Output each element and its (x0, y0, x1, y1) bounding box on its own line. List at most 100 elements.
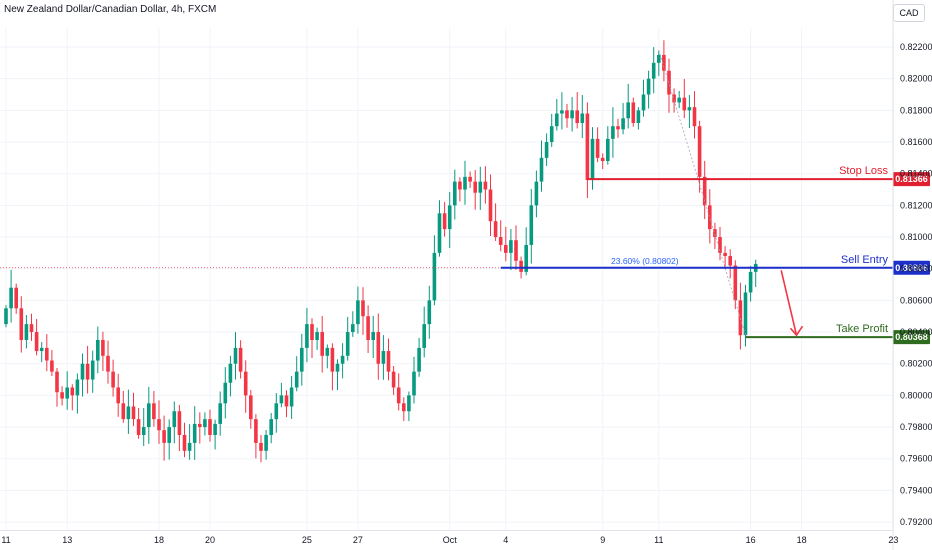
candle-body (136, 419, 141, 435)
y-tick-label: 0.79600 (900, 454, 932, 464)
candle-body (19, 308, 24, 340)
candle-body (442, 213, 447, 230)
x-tick-label: 9 (600, 535, 605, 545)
candle-body (34, 332, 39, 352)
candle-body (544, 142, 549, 158)
candle-body (453, 181, 457, 206)
x-tick-label: 4 (503, 535, 508, 545)
y-tick-label: 0.80600 (900, 295, 932, 305)
candle-body (723, 252, 727, 257)
candle-body (213, 423, 217, 435)
candles (4, 40, 758, 463)
candle-body (131, 406, 136, 420)
y-tick-label: 0.81800 (900, 105, 932, 115)
candle-body (616, 126, 620, 130)
candle-body (381, 351, 386, 364)
candle-body (45, 347, 49, 361)
candle-body (473, 181, 477, 193)
candle-body (238, 347, 243, 372)
sell-entry-tag (893, 260, 930, 275)
x-tick-label: 27 (353, 535, 363, 545)
candle-body (198, 423, 202, 428)
candle-body (677, 97, 681, 103)
candle-body (228, 363, 233, 383)
x-tick-label: 18 (154, 535, 164, 545)
candle-body (208, 419, 212, 435)
candle-body (9, 287, 13, 309)
candle-body (192, 423, 197, 443)
candle-body (264, 434, 268, 451)
candle-body (356, 300, 360, 325)
x-tick-label: 25 (302, 535, 312, 545)
candle-body (600, 157, 605, 162)
y-tick-label: 0.82200 (900, 42, 932, 52)
candle-body (447, 205, 452, 230)
candle-body (733, 265, 738, 301)
candle-body (371, 332, 375, 340)
x-tick-label: 11 (654, 535, 663, 545)
candle-body (80, 363, 85, 380)
candle-body (351, 324, 355, 333)
price-axis[interactable]: 0.82200 0.82000 0.81800 0.81600 0.81400 0.812… (892, 0, 932, 550)
candle-body (463, 176, 467, 190)
candle-body (611, 126, 615, 139)
candle-body (621, 118, 625, 130)
x-tick-label: 18 (797, 535, 807, 545)
candle-body (738, 300, 743, 336)
candle-body (101, 339, 105, 356)
candle-body (203, 419, 207, 428)
y-tick-label: 0.81200 (900, 200, 932, 210)
candle-body (396, 387, 401, 404)
candle-body (65, 387, 69, 399)
y-tick-label: 0.81400 (900, 169, 932, 179)
candle-body (157, 419, 161, 431)
candle-body (437, 213, 442, 253)
candle-body (147, 403, 151, 428)
candle-body (274, 403, 279, 420)
sell-entry-tag-text: 0.80806 (895, 263, 928, 273)
candle-body (340, 355, 345, 364)
candle-body (233, 347, 238, 364)
candle-body (386, 351, 391, 372)
candle-body (493, 221, 498, 238)
candle-body (667, 70, 671, 95)
candle-body (458, 181, 462, 190)
stop-loss-tag (893, 172, 930, 187)
candle-body (249, 395, 253, 420)
y-tick-label: 0.80000 (900, 390, 932, 400)
y-tick-label: 0.80800 (900, 264, 932, 274)
candle-body (580, 113, 585, 124)
projection-arrow-head (789, 325, 804, 337)
candle-body (289, 387, 294, 407)
candle-body (713, 229, 717, 238)
candle-body (539, 157, 544, 182)
candle-body (310, 324, 314, 340)
time-axis[interactable]: 11 13 18 20 25 27 Oct 4 9 11 16 18 23 (0, 530, 898, 546)
candle-body (279, 395, 284, 404)
candle-body (187, 442, 192, 451)
candle-body (524, 244, 528, 272)
y-tick-label: 0.80400 (900, 327, 932, 337)
candle-body (432, 252, 437, 301)
projection-arrow-shaft (780, 270, 798, 336)
y-tick-label: 0.81600 (900, 137, 932, 147)
candle-body (529, 205, 534, 245)
candle-body (702, 176, 707, 206)
x-tick-label: 11 (1, 535, 10, 545)
candle-body (177, 411, 182, 435)
candle-body (55, 371, 59, 393)
x-tick-label: 13 (62, 535, 72, 545)
candle-body (657, 54, 661, 63)
y-tick-label: 0.80200 (900, 359, 932, 369)
candle-body (417, 347, 421, 372)
candle-body (407, 395, 411, 412)
candle-body (172, 411, 177, 428)
candle-body (70, 387, 75, 396)
take-profit-label: Take Profit (836, 323, 888, 335)
candle-body (483, 181, 488, 190)
grid (0, 28, 894, 530)
candle-body (427, 300, 432, 325)
candle-body (509, 240, 513, 253)
candle-body (116, 387, 120, 404)
